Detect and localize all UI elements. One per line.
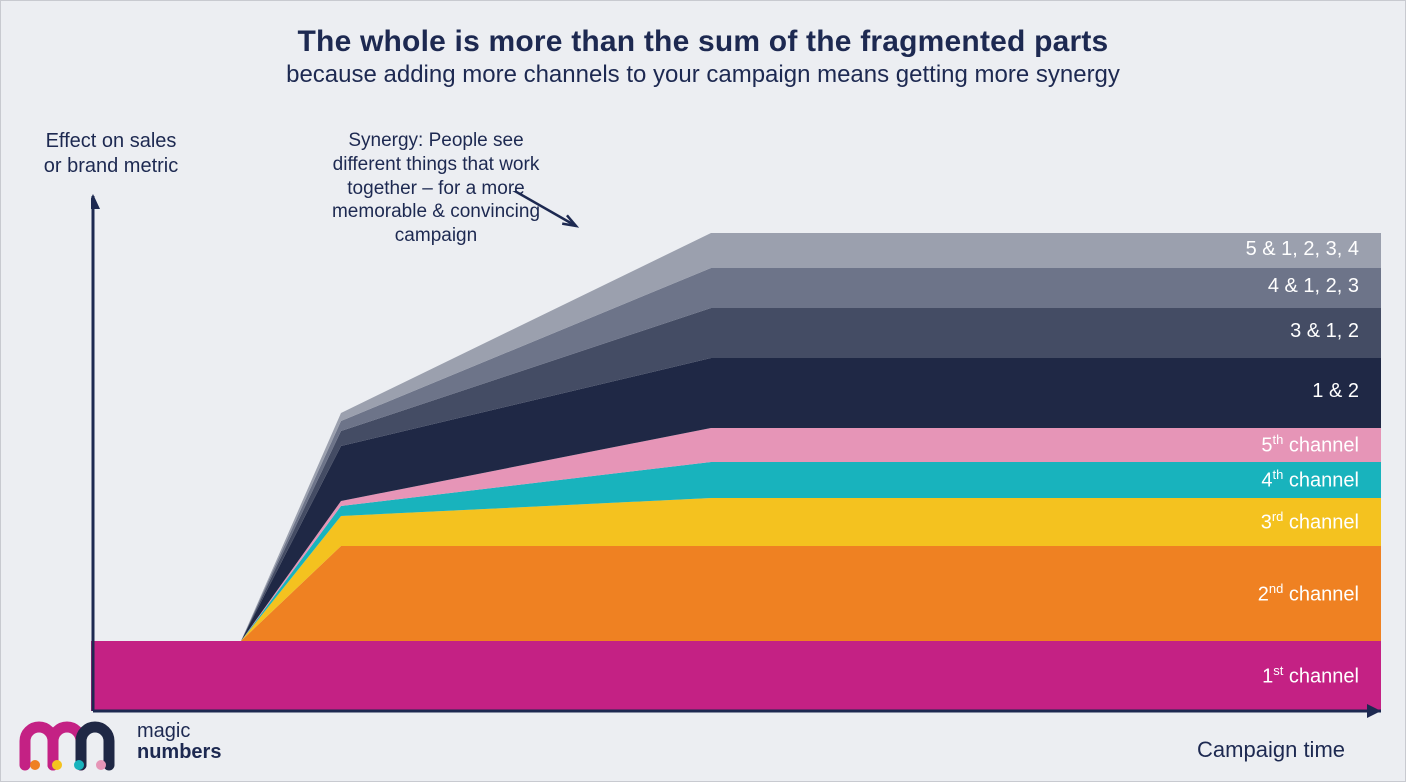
- chart-title: The whole is more than the sum of the fr…: [1, 25, 1405, 59]
- layer-label-ch5: 5th channel: [1261, 432, 1359, 458]
- y-axis-label: Effect on sales or brand metric: [41, 129, 181, 179]
- area-layer-ch1: [91, 641, 1381, 711]
- x-axis-label: Campaign time: [1197, 737, 1345, 763]
- layer-label-s4123: 4 & 1, 2, 3: [1268, 275, 1359, 298]
- layer-label-ch4: 4th channel: [1261, 467, 1359, 493]
- layer-label-s12: 1 & 2: [1312, 380, 1359, 403]
- layer-label-s312: 3 & 1, 2: [1290, 320, 1359, 343]
- layer-label-ch2: 2nd channel: [1258, 581, 1359, 607]
- brand-logo: magic numbers: [19, 713, 221, 771]
- layer-label-s51234: 5 & 1, 2, 3, 4: [1246, 238, 1359, 261]
- annotation-arrow: [471, 191, 576, 226]
- stacked-area-chart: [91, 191, 1381, 736]
- brand-word-2: numbers: [137, 742, 221, 763]
- brand-word-1: magic: [137, 720, 190, 742]
- layer-label-ch3: 3rd channel: [1261, 509, 1359, 535]
- chart-subtitle: because adding more channels to your cam…: [1, 61, 1405, 89]
- layer-label-ch1: 1st channel: [1262, 663, 1359, 689]
